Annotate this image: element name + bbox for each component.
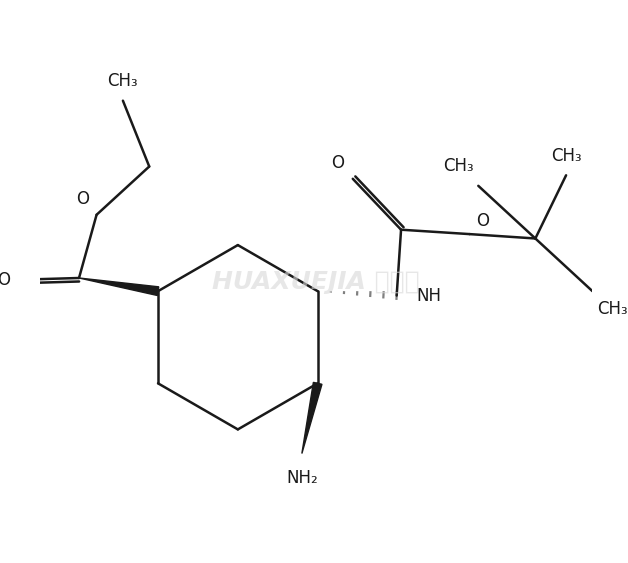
Text: NH₂: NH₂ [286,470,318,488]
Text: CH₃: CH₃ [443,157,474,175]
Text: CH₃: CH₃ [597,300,627,318]
Text: O: O [77,190,90,208]
Text: O: O [0,271,11,289]
Text: NH: NH [416,287,441,305]
Polygon shape [79,278,159,296]
Text: O: O [331,154,344,172]
Text: HUAXUEJIA 化学加: HUAXUEJIA 化学加 [212,270,420,293]
Polygon shape [302,382,322,454]
Text: CH₃: CH₃ [107,72,138,90]
Text: O: O [477,212,490,230]
Text: CH₃: CH₃ [551,147,582,165]
